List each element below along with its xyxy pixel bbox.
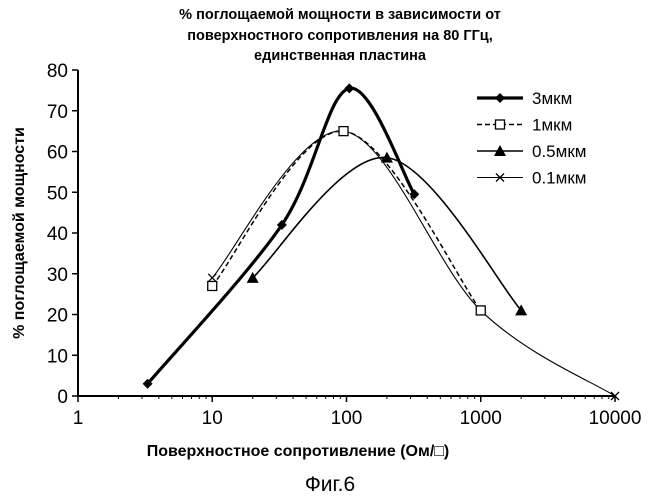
- x-tick-label: 1: [73, 408, 84, 429]
- series-3: [246, 151, 528, 316]
- series-2: [207, 125, 486, 316]
- chart-title-line-1: % поглощаемой мощности в зависимости от: [179, 7, 501, 23]
- data-point: [338, 125, 349, 137]
- data-point: [409, 189, 420, 200]
- legend-marker: [495, 173, 505, 182]
- y-tick-label: 50: [47, 183, 68, 204]
- y-axis-label: % поглощаемой мощности: [11, 127, 28, 339]
- data-point: [344, 83, 355, 94]
- series-line: [146, 86, 416, 385]
- series-1: [142, 83, 420, 389]
- x-ticks: 1 10 100 1000 10000: [73, 396, 642, 429]
- legend-label: 0.1мкм: [532, 169, 586, 188]
- data-point: [142, 378, 153, 389]
- y-tick-label: 80: [47, 61, 68, 82]
- legend-label: 0.5мкм: [532, 142, 586, 161]
- x-tick-label: 10000: [589, 408, 642, 429]
- data-point: [246, 271, 259, 283]
- data-point: [475, 305, 486, 316]
- y-tick-label: 30: [47, 265, 68, 286]
- legend-marker: [494, 119, 506, 130]
- legend-marker: [494, 145, 506, 156]
- series-line: [211, 130, 616, 397]
- x-tick-label: 100: [331, 408, 363, 429]
- data-point: [610, 391, 620, 401]
- y-tick-label: 10: [47, 346, 68, 367]
- x-tick-label: 1000: [460, 408, 502, 429]
- data-point: [276, 219, 287, 230]
- legend-label: 1мкм: [532, 116, 572, 135]
- chart-title: % поглощаемой мощности в зависимости от …: [179, 7, 501, 64]
- series-line: [252, 156, 522, 311]
- legend-label: 3мкм: [532, 89, 572, 108]
- y-tick-label: 40: [47, 224, 68, 245]
- legend-marker: [495, 93, 505, 103]
- chart-title-line-2: поверхностного сопротивления на 80 ГГц,: [187, 28, 492, 44]
- y-tick-label: 0: [57, 387, 68, 408]
- y-tick-label: 20: [47, 306, 68, 327]
- legend: 3мкм 1мкм 0.5мкм 0.1мкм: [477, 89, 586, 188]
- data-point: [207, 273, 217, 283]
- figure-caption: Фиг.6: [305, 473, 355, 496]
- y-tick-label: 60: [47, 143, 68, 164]
- data-point: [207, 280, 218, 292]
- x-axis-label: Поверхностное сопротивление (Ом/□): [147, 443, 450, 460]
- data-point: [515, 304, 528, 316]
- x-tick-label: 10: [202, 408, 223, 429]
- y-tick-label: 70: [47, 102, 68, 123]
- chart-title-line-3: единственная пластина: [254, 48, 427, 64]
- series-line: [211, 130, 482, 311]
- series-layer: [142, 83, 620, 401]
- y-ticks: 0 10 20 30 40 50 60 70 80: [47, 61, 78, 408]
